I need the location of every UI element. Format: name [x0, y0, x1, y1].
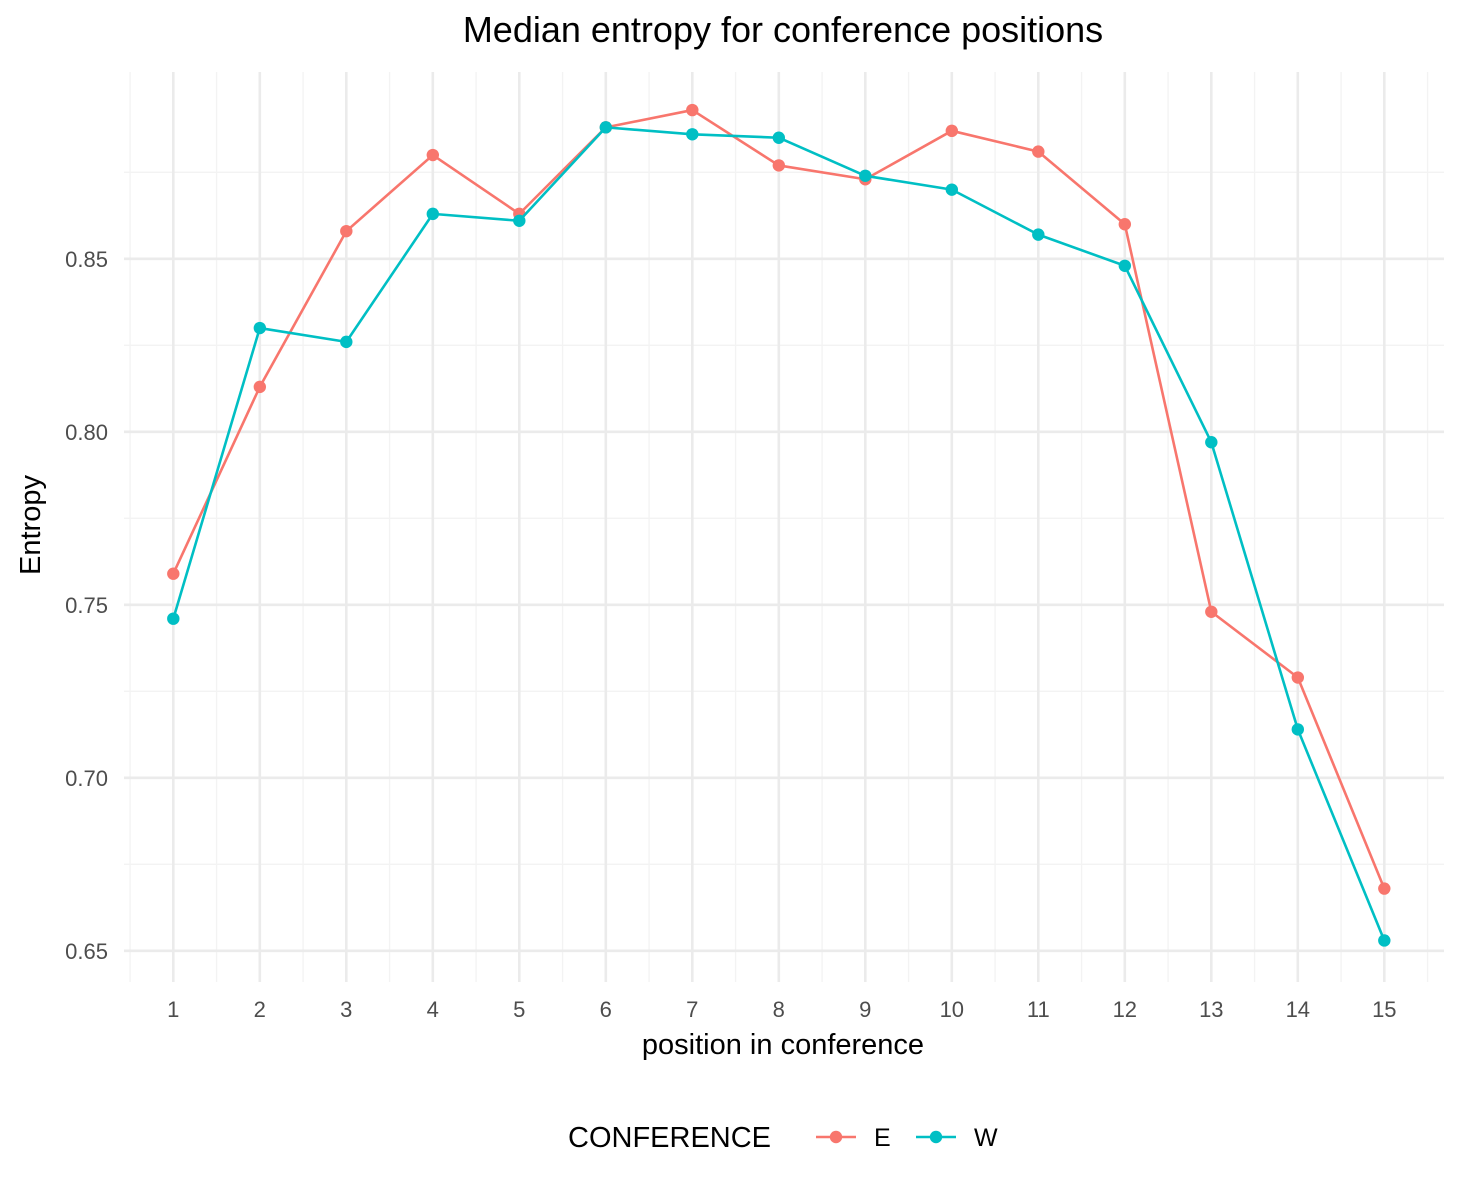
x-tick-label: 11 [1027, 997, 1050, 1022]
x-tick-label: 13 [1199, 997, 1223, 1022]
legend-label: E [874, 1124, 891, 1152]
series-layer [167, 103, 1391, 947]
x-tick-label: 3 [340, 997, 352, 1022]
x-tick-label: 8 [773, 997, 785, 1022]
legend-item-E: E [816, 1124, 891, 1152]
y-tick-label: 0.75 [65, 593, 108, 618]
data-point-W [340, 335, 353, 349]
legend-title: CONFERENCE [568, 1122, 771, 1154]
data-point-W [253, 321, 267, 335]
x-tick-label: 5 [513, 997, 525, 1022]
data-point-W [513, 214, 526, 227]
legend-label: W [974, 1124, 998, 1152]
y-tick-label: 0.85 [65, 247, 108, 272]
legend-key-point [829, 1130, 843, 1144]
data-point-E [167, 567, 180, 580]
data-point-W [1118, 259, 1132, 272]
grid [124, 72, 1444, 982]
data-point-E [772, 159, 786, 172]
x-tick-label: 14 [1286, 997, 1310, 1022]
data-point-E [340, 224, 353, 238]
x-tick-label: 7 [686, 997, 698, 1022]
data-point-W [686, 128, 699, 141]
x-axis-title: position in conference [642, 1029, 924, 1061]
data-point-W [599, 121, 613, 134]
legend: CONFERENCE E W [568, 1122, 998, 1154]
chart-title: Median entropy for conference positions [463, 9, 1103, 50]
x-tick-label: 2 [254, 997, 266, 1022]
data-point-E [686, 103, 699, 117]
data-point-W [1205, 436, 1218, 449]
x-tick-label: 12 [1113, 997, 1137, 1022]
legend-key-point [929, 1130, 943, 1144]
data-point-W [772, 131, 786, 144]
data-point-W [1291, 723, 1305, 736]
data-point-E [426, 148, 440, 162]
data-point-W [945, 183, 959, 196]
data-point-W [1032, 228, 1045, 241]
y-tick-label: 0.65 [65, 939, 108, 964]
x-tick-label: 6 [600, 997, 612, 1022]
data-point-W [859, 169, 872, 183]
x-axis: 1 2 3 4 5 6 7 8 9 10 11 12 13 14 15 [167, 997, 1396, 1022]
y-tick-label: 0.70 [65, 766, 108, 791]
data-point-W [426, 207, 440, 221]
legend-item-W: W [916, 1124, 998, 1152]
data-point-W [1378, 934, 1391, 947]
data-point-W [167, 612, 180, 625]
data-point-E [1032, 145, 1045, 158]
x-tick-label: 9 [859, 997, 871, 1022]
y-axis: 0.65 0.70 0.75 0.80 0.85 [65, 247, 108, 964]
data-point-E [1205, 605, 1218, 618]
x-tick-label: 4 [427, 997, 439, 1022]
y-axis-title: Entropy [15, 475, 47, 575]
x-tick-label: 10 [940, 997, 964, 1022]
data-point-E [253, 380, 267, 394]
data-point-E [945, 124, 959, 138]
x-tick-label: 1 [167, 997, 179, 1022]
data-point-E [1291, 671, 1305, 684]
data-point-E [1118, 218, 1132, 231]
series-W [167, 121, 1391, 947]
x-tick-label: 15 [1372, 997, 1396, 1022]
y-tick-label: 0.80 [65, 420, 108, 445]
data-point-E [1378, 882, 1391, 895]
